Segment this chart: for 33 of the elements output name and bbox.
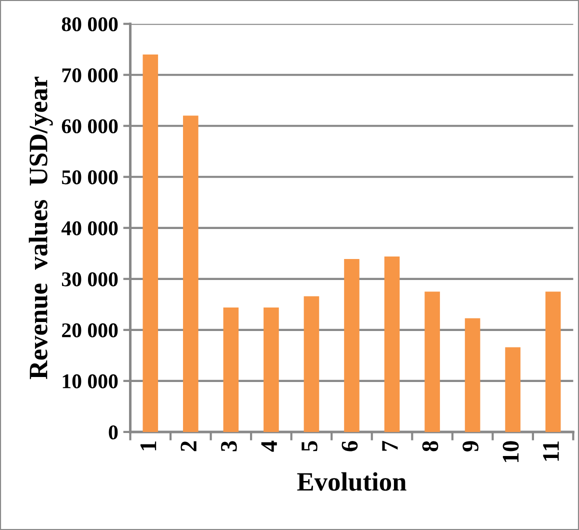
x-tick-label: 8 — [422, 441, 438, 452]
y-tick-label: 60 000 — [62, 119, 118, 134]
x-tick-label: 5 — [302, 441, 318, 452]
bar — [304, 296, 320, 432]
bar — [264, 307, 279, 432]
bar — [223, 307, 239, 432]
x-axis-title: Evolution — [297, 472, 406, 491]
x-tick-label: 7 — [382, 440, 398, 451]
x-tick-label: 11 — [543, 442, 559, 461]
y-tick-label: 20 000 — [62, 323, 118, 338]
bar — [344, 259, 360, 432]
bar — [384, 256, 400, 432]
y-tick-label: 80 000 — [62, 17, 118, 32]
x-tick-label: 2 — [180, 441, 196, 452]
bar — [142, 54, 158, 432]
x-tick-label: 10 — [502, 441, 519, 462]
bar — [424, 292, 440, 432]
y-tick-label: 70 000 — [62, 68, 118, 82]
y-tick-label: 50 000 — [62, 170, 118, 184]
y-tick-label: 30 000 — [62, 272, 118, 286]
bar — [545, 292, 561, 432]
y-tick-label: 10 000 — [62, 374, 118, 388]
y-axis-title: Revenue values USD/year — [28, 76, 53, 380]
x-tick-label: 4 — [261, 440, 277, 452]
x-tick-label: 9 — [462, 441, 478, 452]
bar — [464, 318, 480, 432]
y-tick-label: 0 — [108, 425, 118, 440]
x-tick-label: 3 — [220, 441, 237, 452]
bar — [505, 347, 520, 432]
y-tick-label: 40 000 — [61, 221, 118, 236]
x-tick-label: 1 — [140, 442, 156, 450]
x-tick-label: 6 — [342, 440, 358, 452]
bar — [183, 116, 198, 432]
